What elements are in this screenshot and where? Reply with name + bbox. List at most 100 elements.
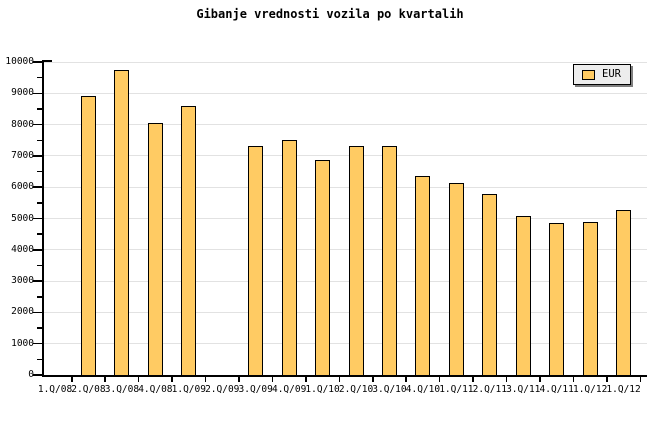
y-tick-label: 3000 [11,275,34,287]
y-tick-major [33,217,42,220]
y-axis-top-tick [44,60,52,62]
x-tick [505,377,508,382]
bar [515,215,531,375]
y-tick-major [33,249,42,251]
gridline [44,311,647,313]
legend: EUR [573,64,631,85]
y-tick-label: 8000 [11,118,34,130]
y-tick-minor [37,296,42,298]
x-axis-label: 1.Q/09 [171,384,206,395]
y-tick-minor [37,327,42,329]
x-axis-label: 1.Q/12 [572,384,608,395]
x-tick [305,377,307,382]
x-tick [405,377,407,382]
x-tick [137,377,140,382]
x-tick [472,377,474,382]
gridline [44,61,647,63]
y-tick-minor [37,139,42,141]
y-tick-major [33,311,42,314]
gridline [44,249,647,251]
y-tick-label: 2000 [11,306,34,318]
y-tick-label: 1000 [11,337,34,349]
x-axis-label: 2.Q/09 [205,384,240,395]
x-axis-label: 2.Q/08 [71,384,106,395]
x-tick [204,377,207,382]
y-tick-label: 6000 [11,181,34,193]
y-tick-label: 9000 [11,87,34,99]
legend-label: EUR [602,68,621,80]
gridline [44,218,647,219]
x-axis-label: 4.Q/11 [539,384,574,395]
chart-title: Gibanje vrednosti vozila po kvartalih [196,7,464,21]
x-axis-label: 3.Q/11 [506,384,541,395]
y-tick-minor [37,170,42,173]
x-tick [606,377,608,382]
gridline [44,186,647,188]
gridline [44,343,647,345]
y-tick-minor [37,202,42,204]
x-tick [71,377,73,382]
y-tick-major [33,61,42,63]
x-tick [572,377,575,382]
bar [482,194,498,375]
y-tick-label: 4000 [11,243,34,255]
y-tick-major [33,374,42,376]
y-tick-minor [37,358,42,361]
y-tick-major [33,342,42,345]
bar [415,176,431,375]
x-axis-label: 3.Q/10 [372,384,407,395]
x-tick [438,377,441,382]
x-axis-label: 1.Q/11 [439,384,474,395]
x-tick [372,377,374,382]
bar [114,69,130,375]
x-tick [338,377,341,382]
x-axis-label: 1.Q/12 [606,384,641,395]
x-axis-label: 3.Q/09 [238,384,273,395]
bar [616,210,632,375]
gridline [44,92,647,94]
x-axis [42,375,647,377]
y-tick-label: 10000 [5,56,34,67]
x-tick [539,377,541,382]
x-axis-label: 2.Q/11 [472,384,507,395]
y-tick-label: 7000 [11,149,34,161]
y-tick-major [33,280,42,282]
x-axis-label: 1.Q/08 [37,384,73,395]
x-tick [238,377,240,382]
x-tick [639,377,642,382]
x-axis-label: 2.Q/10 [338,384,374,395]
x-tick [171,377,173,382]
y-tick-major [33,186,42,188]
bar [381,145,397,375]
bar [549,223,565,375]
bar [181,105,197,375]
y-tick-major [33,92,42,95]
bar [248,145,264,375]
y-tick-minor [37,233,42,235]
gridline [44,280,647,282]
x-axis-label: 4.Q/08 [138,384,173,395]
gridline [44,124,647,126]
bar [582,221,598,375]
y-tick-major [33,123,42,126]
bar [147,123,163,375]
legend-swatch-eur [582,69,595,80]
bar [448,183,464,375]
y-tick-minor [37,108,42,110]
y-axis [42,60,44,377]
x-tick [104,377,106,382]
y-tick-major [33,155,42,157]
x-tick [271,377,274,382]
bar [348,145,364,375]
bar [281,139,297,375]
y-tick-minor [37,264,42,267]
bar [315,159,331,375]
gridline [44,155,647,157]
x-axis-label: 4.Q/10 [405,384,441,395]
y-tick-label: 0 [28,369,34,380]
x-axis-label: 1.Q/10 [305,384,340,395]
y-tick-minor [37,76,42,79]
x-axis-label: 3.Q/08 [104,384,140,395]
bar [80,96,96,375]
